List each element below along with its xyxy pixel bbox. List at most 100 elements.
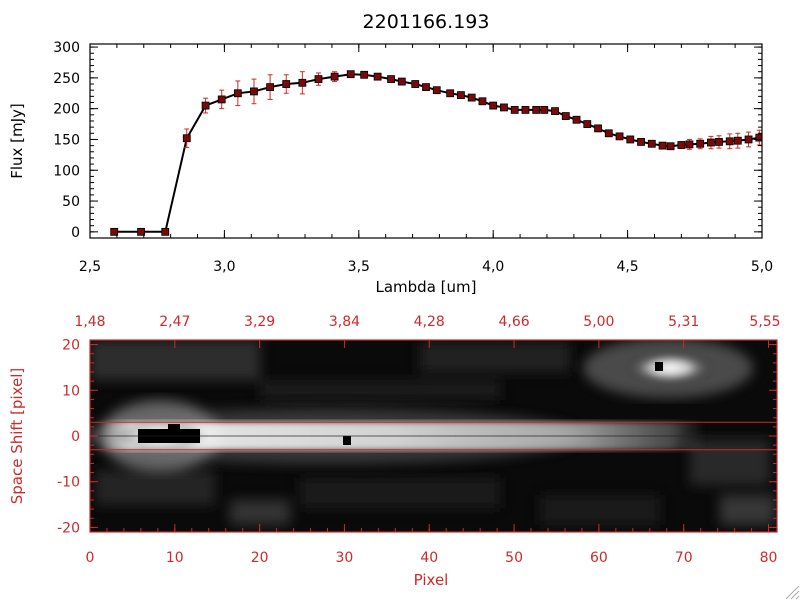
x-tick-label: 5,0 — [751, 259, 773, 275]
data-point — [685, 140, 694, 149]
spectrum-y-axis-label: Flux [mJy] — [8, 103, 26, 179]
data-point — [346, 70, 355, 79]
wavelength-tick-label: 5,31 — [668, 314, 699, 330]
spectrum-x-ticks: 2,5 3,0 3,5 4,0 4,5 5,0 — [79, 44, 773, 275]
wavelength-tick-label: 3,29 — [244, 314, 275, 330]
background-haze — [90, 340, 775, 525]
data-point — [397, 77, 406, 86]
data-point — [532, 105, 541, 114]
data-point — [626, 135, 635, 144]
y-tick-label: 200 — [53, 102, 80, 118]
x-tick-label: 50 — [505, 550, 523, 566]
x-tick-label: 2,5 — [79, 259, 101, 275]
y-tick-label: 250 — [53, 71, 80, 87]
y-tick-label: 150 — [53, 132, 80, 148]
data-point — [521, 105, 530, 114]
data-point — [110, 227, 119, 236]
data-point — [677, 141, 686, 149]
x-tick-label: 60 — [590, 550, 608, 566]
image-wavelength-ticks: 1,48 2,47 3,29 3,84 4,28 4,66 5,00 5,31 5,55 — [74, 314, 781, 348]
data-point — [298, 78, 307, 87]
y-tick-label: 0 — [71, 225, 80, 241]
y-tick-label: -20 — [57, 520, 80, 536]
spectrum-plot-frame — [89, 43, 763, 239]
wavelength-tick-label: 1,48 — [74, 314, 105, 330]
data-point — [500, 103, 508, 112]
data-point — [572, 115, 581, 124]
y-tick-label: 20 — [62, 338, 80, 354]
x-tick-label: 3,0 — [213, 259, 235, 275]
data-point — [647, 139, 656, 148]
data-point — [696, 139, 705, 148]
data-point — [637, 138, 645, 146]
y-tick-label: 100 — [53, 163, 80, 179]
data-point — [161, 227, 170, 236]
x-tick-label: 40 — [420, 550, 438, 566]
spectrum-plot: 2,5 3,0 3,5 4,0 4,5 5,0 0 50 100 150 200 250 300 La… — [8, 40, 773, 296]
data-point — [217, 95, 226, 104]
y-tick-label: 300 — [53, 40, 80, 56]
data-point — [137, 227, 145, 236]
wavelength-tick-label: 5,55 — [749, 314, 780, 330]
data-point — [583, 120, 592, 128]
data-point — [540, 105, 549, 114]
x-tick-label: 20 — [251, 550, 269, 566]
x-tick-label: 30 — [336, 550, 354, 566]
x-tick-label: 70 — [675, 550, 693, 566]
data-point — [707, 138, 715, 147]
data-point — [432, 86, 441, 95]
data-point — [266, 83, 274, 92]
x-tick-label: 4,5 — [616, 259, 638, 275]
data-point — [201, 101, 210, 110]
image-y-axis-label: Space Shift [pixel] — [8, 368, 26, 505]
data-point — [658, 141, 667, 150]
extraction-window — [90, 421, 777, 451]
data-point — [604, 129, 613, 138]
data-point — [715, 138, 723, 146]
data-point — [510, 105, 519, 114]
image-x-axis-label: Pixel — [414, 571, 449, 589]
data-point — [446, 89, 455, 98]
data-point — [733, 136, 742, 145]
data-point — [360, 70, 369, 79]
data-point — [666, 142, 675, 151]
spectral-image-plot: 0 10 20 30 40 50 60 70 80 -20 -10 0 10 20 1,48 2,47 3,… — [8, 314, 781, 589]
data-point — [744, 135, 753, 144]
data-point — [422, 83, 430, 92]
secondary-source-core — [628, 352, 712, 384]
wavelength-tick-label: 4,66 — [498, 314, 529, 330]
image-y-ticks: -20 -10 0 10 20 — [57, 338, 777, 536]
bad-pixel-cluster-top — [168, 424, 180, 431]
data-point — [250, 87, 258, 96]
data-point — [478, 97, 487, 106]
spectrum-x-axis-label: Lambda [um] — [376, 278, 477, 296]
data-point — [725, 137, 734, 146]
data-point — [411, 80, 420, 88]
data-point — [489, 101, 498, 110]
data-point — [467, 93, 476, 102]
resize-grip-icon[interactable] — [785, 585, 800, 600]
data-point — [233, 89, 242, 98]
wavelength-tick-label: 4,28 — [414, 314, 445, 330]
data-point — [561, 112, 570, 120]
y-tick-label: -10 — [57, 475, 80, 491]
x-tick-label: 10 — [166, 550, 184, 566]
data-point — [282, 80, 291, 88]
data-point — [615, 132, 624, 141]
spectrum-y-ticks: 0 50 100 150 200 250 300 — [53, 40, 762, 241]
spectrum-line — [114, 73, 760, 233]
data-point — [755, 133, 762, 142]
data-point — [551, 107, 559, 116]
x-tick-label: 3,5 — [348, 259, 370, 275]
bad-pixel-source — [655, 362, 663, 371]
wavelength-tick-label: 2,47 — [159, 314, 190, 330]
image-x-ticks: 0 10 20 30 40 50 60 70 80 — [86, 524, 777, 566]
data-point — [594, 124, 602, 133]
wavelength-tick-label: 5,00 — [583, 314, 614, 330]
chart-title: 2201166.193 — [363, 11, 490, 33]
y-tick-label: 0 — [71, 429, 80, 445]
y-tick-label: 50 — [62, 194, 80, 210]
data-point — [457, 91, 465, 100]
wavelength-tick-label: 3,84 — [329, 314, 360, 330]
